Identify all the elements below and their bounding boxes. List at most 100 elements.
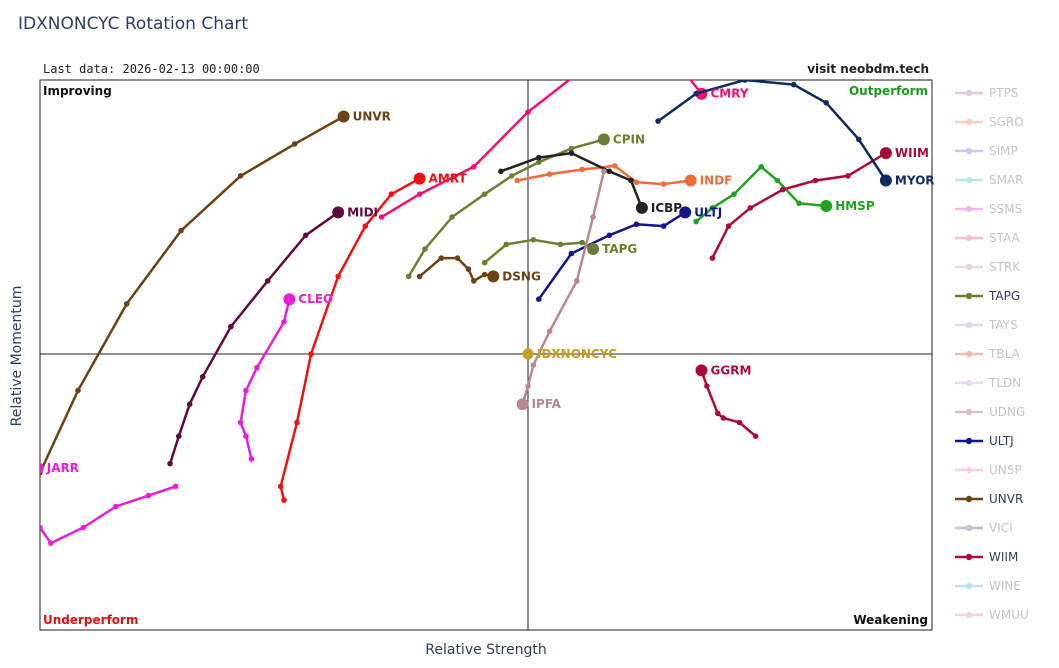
series-point-myor[interactable]	[655, 118, 661, 124]
series-point-tapg[interactable]	[481, 259, 488, 266]
legend-item-udng[interactable]: UDNG	[955, 405, 1025, 419]
series-point-wiim[interactable]	[709, 255, 716, 261]
series-point-tapg[interactable]	[557, 241, 564, 248]
series-point-jarr[interactable]	[113, 503, 119, 510]
series-head-cpin[interactable]	[597, 133, 610, 146]
series-point-indf[interactable]	[579, 166, 585, 173]
series-point-midi[interactable]	[186, 401, 193, 408]
series-point-wiim[interactable]	[812, 177, 819, 184]
series-point-midi[interactable]	[228, 323, 234, 330]
series-head-ipfa[interactable]	[516, 398, 529, 411]
series-head-hmsp[interactable]	[820, 200, 833, 212]
series-point-indf[interactable]	[514, 177, 520, 184]
series-point-indf[interactable]	[633, 179, 640, 186]
series-point-amrt[interactable]	[335, 273, 342, 280]
series-point-ultj[interactable]	[536, 296, 542, 303]
series-point-ipfa[interactable]	[601, 168, 607, 175]
series-point-midi[interactable]	[199, 374, 206, 380]
series-point-cleo[interactable]	[248, 456, 255, 462]
series-point-cmry[interactable]	[677, 64, 683, 70]
legend-item-smar[interactable]: SMAR	[955, 173, 1024, 187]
series-point-ipfa[interactable]	[574, 278, 580, 284]
series-head-tapg[interactable]	[587, 243, 600, 255]
series-point-hmsp[interactable]	[774, 177, 781, 184]
series-point-midi[interactable]	[302, 232, 309, 239]
legend-item-sgro[interactable]: SGRO	[955, 115, 1024, 129]
series-point-dsng[interactable]	[438, 255, 445, 261]
series-point-ggrm[interactable]	[704, 383, 710, 389]
series-point-ultj[interactable]	[633, 221, 640, 228]
series-head-ultj[interactable]	[679, 206, 692, 219]
series-point-amrt[interactable]	[277, 483, 284, 490]
legend-item-tbla[interactable]: TBLA	[955, 347, 1021, 361]
series-point-ggrm[interactable]	[752, 433, 759, 440]
series-point-cpin[interactable]	[536, 159, 542, 165]
series-point-unvr[interactable]	[292, 141, 298, 147]
series-point-ggrm[interactable]	[715, 410, 721, 417]
series-point-dsng[interactable]	[465, 266, 472, 272]
series-point-cleo[interactable]	[281, 319, 287, 325]
series-point-dsng[interactable]	[454, 255, 461, 261]
series-point-myor[interactable]	[790, 81, 797, 88]
series-point-unvr[interactable]	[237, 173, 244, 179]
series-point-jarr[interactable]	[172, 483, 179, 490]
series-point-indf[interactable]	[612, 163, 618, 169]
series-point-icbp[interactable]	[498, 168, 504, 175]
series-point-wiim[interactable]	[780, 186, 786, 193]
legend-item-simp[interactable]: SIMP	[955, 144, 1018, 158]
series-point-ultj[interactable]	[660, 223, 667, 229]
series-point-jarr[interactable]	[37, 524, 43, 531]
series-point-amrt[interactable]	[294, 419, 300, 426]
series-point-ipfa[interactable]	[546, 328, 553, 335]
series-point-amrt[interactable]	[308, 351, 314, 357]
series-point-indf[interactable]	[660, 181, 667, 187]
series-point-tapg[interactable]	[579, 239, 585, 246]
series-head-dsng[interactable]	[487, 270, 500, 283]
series-point-cmry[interactable]	[471, 164, 477, 170]
series-point-cleo[interactable]	[243, 387, 249, 394]
legend-item-unvr[interactable]: UNVR	[955, 492, 1023, 506]
series-head-wiim[interactable]	[879, 147, 892, 160]
series-point-ipfa[interactable]	[590, 214, 596, 220]
series-point-midi[interactable]	[176, 433, 182, 440]
series-point-ultj[interactable]	[606, 232, 613, 239]
series-point-midi[interactable]	[264, 278, 271, 284]
series-point-tapg[interactable]	[503, 241, 510, 248]
legend-item-ptps[interactable]: PTPS	[955, 86, 1018, 100]
legend-item-staa[interactable]: STAA	[955, 231, 1021, 245]
legend-item-unsp[interactable]: UNSP	[955, 463, 1022, 477]
series-point-cpin[interactable]	[508, 173, 515, 179]
series-point-jarr[interactable]	[32, 502, 38, 508]
series-point-icbp[interactable]	[536, 154, 542, 161]
series-head-jarr[interactable]	[32, 462, 44, 474]
series-point-icbp[interactable]	[568, 150, 575, 156]
legend-item-wine[interactable]: WINE	[955, 579, 1021, 593]
series-point-cpin[interactable]	[449, 214, 455, 220]
series-point-wiim[interactable]	[845, 173, 851, 179]
series-point-icbp[interactable]	[628, 177, 634, 184]
series-point-cmry[interactable]	[378, 214, 385, 220]
series-head-ggrm[interactable]	[695, 364, 708, 377]
series-point-cleo[interactable]	[237, 419, 244, 426]
series-point-ggrm[interactable]	[720, 415, 726, 421]
series-point-amrt[interactable]	[388, 191, 395, 197]
legend-item-tays[interactable]: TAYS	[955, 318, 1018, 332]
series-point-indf[interactable]	[546, 171, 553, 177]
series-point-myor[interactable]	[823, 100, 829, 106]
series-point-tapg[interactable]	[530, 237, 537, 243]
series-point-dsng[interactable]	[416, 273, 423, 280]
series-point-dsng[interactable]	[471, 278, 477, 284]
legend-item-wiim[interactable]: WIIM	[955, 550, 1018, 564]
benchmark-point[interactable]	[522, 348, 534, 360]
series-point-dsng[interactable]	[481, 271, 488, 278]
series-point-cleo[interactable]	[254, 364, 260, 371]
series-point-unvr[interactable]	[178, 227, 184, 234]
series-point-hmsp[interactable]	[709, 205, 716, 211]
legend-item-tldn[interactable]: TLDN	[955, 376, 1021, 390]
series-point-wiim[interactable]	[747, 205, 754, 211]
series-point-hmsp[interactable]	[758, 164, 764, 170]
legend-item-tapg[interactable]: TAPG	[955, 289, 1020, 303]
series-point-ipfa[interactable]	[530, 362, 537, 368]
series-point-amrt[interactable]	[281, 497, 287, 503]
series-head-icbp[interactable]	[635, 201, 648, 214]
